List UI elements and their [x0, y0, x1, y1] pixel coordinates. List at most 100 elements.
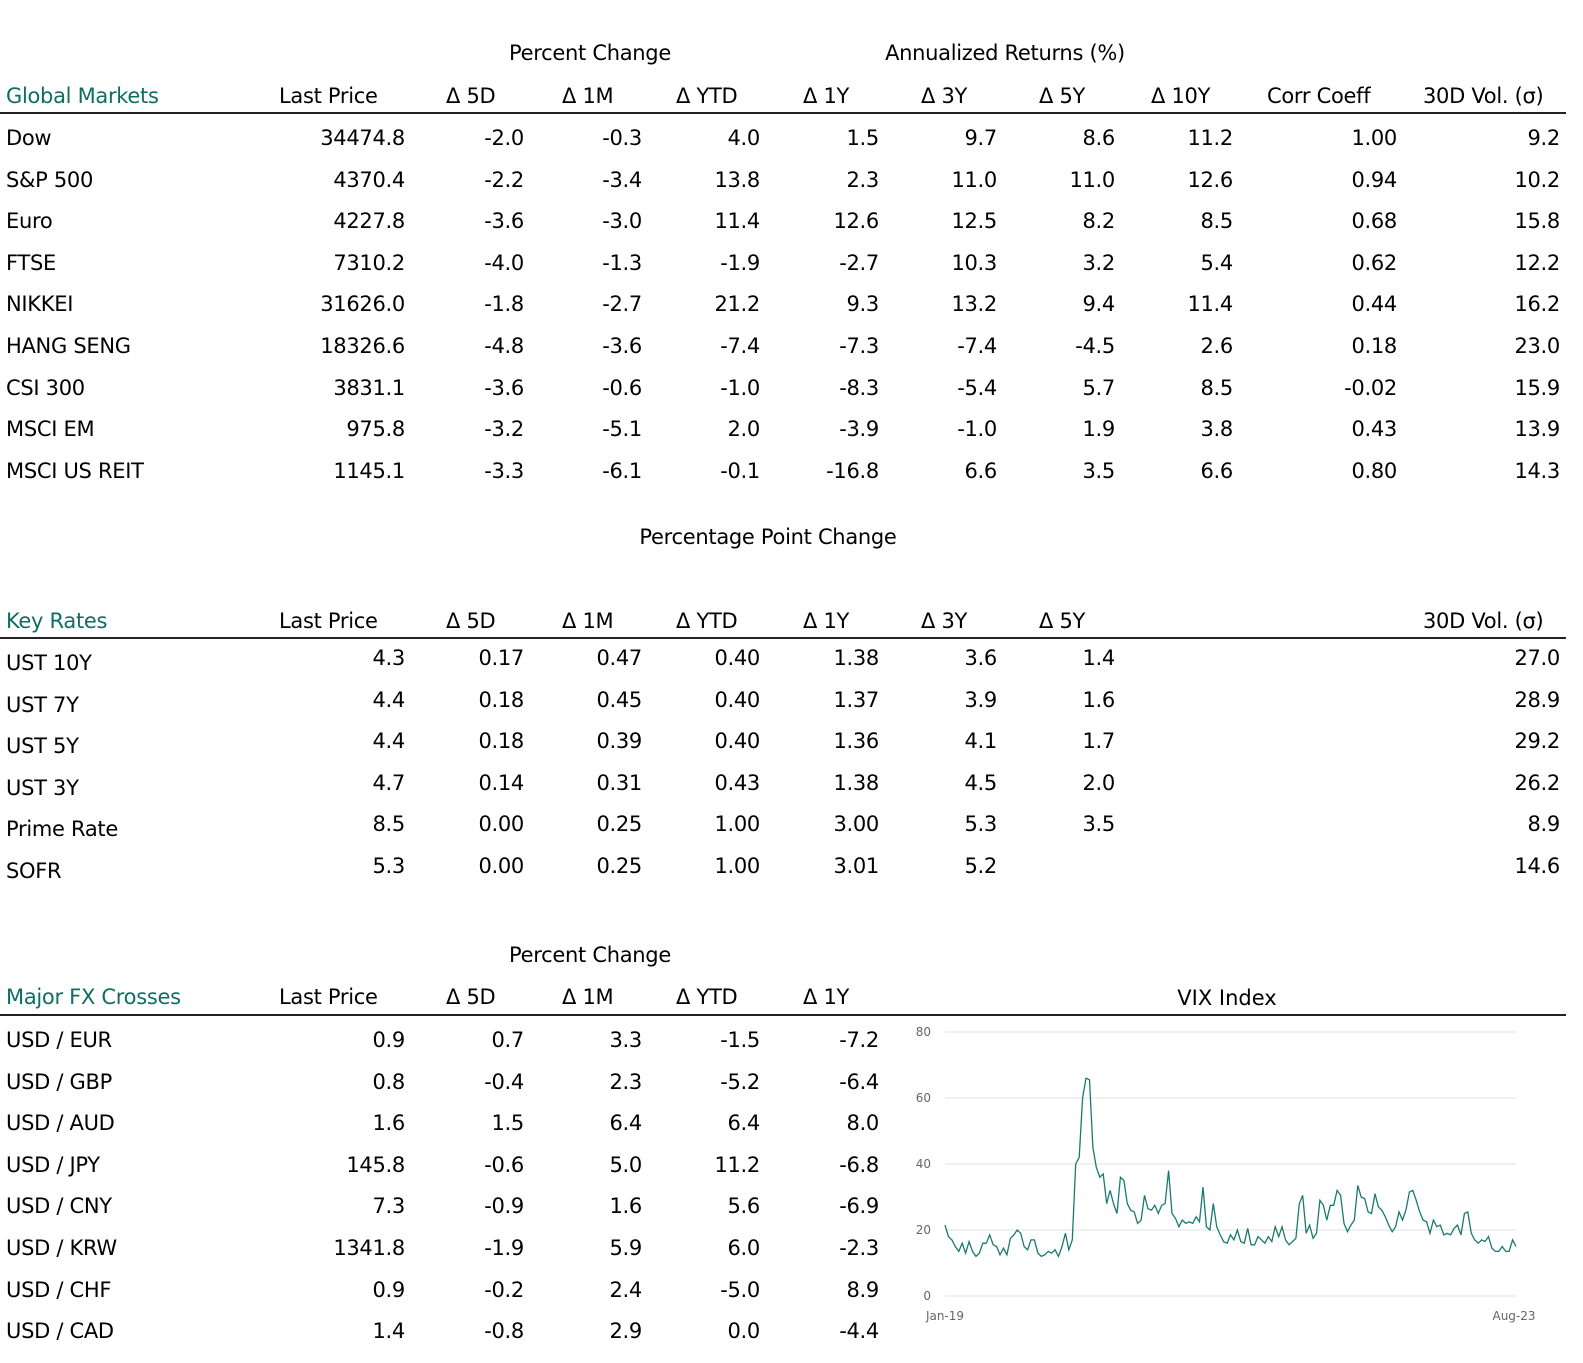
cell-value: 4370.4: [333, 167, 405, 192]
column-header: 30D Vol. (σ): [1423, 84, 1544, 108]
column-header: Δ 1Y: [803, 609, 850, 633]
cell-value: 12.5: [951, 209, 997, 234]
cell-value: 9.3: [846, 292, 880, 317]
cell-value: -2.7: [602, 292, 642, 317]
cell-value: 31626.0: [320, 292, 405, 317]
cell-value: 0.18: [478, 687, 524, 712]
cell-value: 16.2: [1514, 292, 1560, 317]
cell-value: 1.6: [372, 1111, 406, 1136]
row-label: UST 5Y: [6, 734, 79, 759]
y-tick-label: 40: [916, 1157, 931, 1171]
cell-value: 13.9: [1514, 417, 1560, 442]
cell-value: 15.9: [1514, 375, 1560, 400]
cell-value: 5.3: [372, 854, 406, 878]
global_markets-title: Global Markets: [6, 84, 159, 108]
cell-value: -3.0: [602, 209, 642, 234]
cell-value: 5.9: [609, 1236, 643, 1260]
cell-value: 8.0: [846, 1111, 880, 1136]
row-label: USD / GBP: [6, 1069, 112, 1094]
cell-value: -5.2: [720, 1069, 760, 1094]
cell-value: -1.8: [484, 292, 524, 317]
cell-value: 28.9: [1514, 687, 1560, 712]
cell-value: 0.18: [478, 729, 524, 754]
column-header: Δ 5Y: [1039, 609, 1086, 633]
cell-value: 5.6: [727, 1194, 761, 1219]
cell-value: 3.2: [1082, 250, 1116, 275]
cell-value: -1.3: [602, 250, 642, 275]
fx-title: Major FX Crosses: [6, 985, 181, 1009]
cell-value: 7310.2: [333, 250, 405, 275]
column-header: Δ 1M: [562, 84, 614, 108]
cell-value: -0.9: [484, 1194, 524, 1219]
column-header: Δ 3Y: [921, 84, 968, 108]
cell-value: 0.43: [1351, 417, 1397, 442]
cell-value: 8.9: [1527, 812, 1561, 837]
cell-value: 4227.8: [333, 209, 405, 234]
cell-value: 18326.6: [320, 334, 405, 358]
cell-value: 9.4: [1082, 292, 1116, 317]
cell-value: 8.5: [1200, 375, 1234, 400]
cell-value: 0.31: [596, 770, 642, 795]
cell-value: 0.62: [1351, 250, 1397, 275]
x-tick-label: Aug-23: [1492, 1309, 1535, 1323]
cell-value: 8.2: [1082, 209, 1116, 234]
cell-value: 29.2: [1514, 729, 1560, 754]
row-label: FTSE: [6, 250, 56, 275]
row-label: USD / CAD: [6, 1319, 114, 1344]
cell-value: 3.5: [1082, 458, 1116, 483]
cell-value: 3.00: [833, 812, 879, 837]
cell-value: 8.5: [1200, 209, 1234, 234]
cell-value: 11.4: [1187, 292, 1233, 317]
cell-value: 23.0: [1514, 334, 1560, 358]
cell-value: 0.25: [596, 854, 642, 878]
cell-value: -4.4: [839, 1319, 879, 1344]
cell-value: 3.9: [964, 687, 998, 712]
cell-value: 0.40: [714, 646, 760, 670]
y-tick-label: 80: [916, 1025, 931, 1039]
cell-value: 4.7: [372, 770, 406, 795]
cell-value: 4.5: [964, 770, 998, 795]
cell-value: 13.2: [951, 292, 997, 317]
header-rule: [0, 637, 1566, 639]
column-header: Δ YTD: [676, 609, 738, 633]
header-rule: [0, 1014, 1566, 1016]
row-label: HANG SENG: [6, 334, 131, 358]
cell-value: -1.0: [957, 417, 997, 442]
cell-value: 12.6: [1187, 167, 1233, 192]
cell-value: 6.4: [727, 1111, 761, 1136]
cell-value: -6.8: [839, 1152, 879, 1177]
cell-value: 5.7: [1082, 375, 1116, 400]
cell-value: 2.3: [846, 167, 880, 192]
cell-value: 11.2: [1187, 126, 1233, 150]
cell-value: -1.9: [484, 1236, 524, 1260]
cell-value: -0.2: [484, 1277, 524, 1302]
cell-value: -7.3: [839, 334, 879, 358]
cell-value: -2.0: [484, 126, 524, 150]
cell-value: -0.3: [602, 126, 642, 150]
cell-value: 4.4: [372, 729, 406, 754]
cell-value: 12.6: [833, 209, 879, 234]
cell-value: 12.2: [1514, 250, 1560, 275]
cell-value: 1.9: [1082, 417, 1116, 442]
cell-value: 8.9: [846, 1277, 880, 1302]
cell-value: 0.39: [596, 729, 642, 754]
cell-value: 5.2: [964, 854, 998, 878]
cell-value: -0.8: [484, 1319, 524, 1344]
cell-value: -6.9: [839, 1194, 879, 1219]
cell-value: 1.38: [833, 646, 879, 670]
cell-value: 9.2: [1527, 126, 1561, 150]
column-header: Δ 10Y: [1151, 84, 1211, 108]
cell-value: -2.7: [839, 250, 879, 275]
header-rule: [0, 112, 1566, 114]
cell-value: -1.0: [720, 375, 760, 400]
cell-value: 0.40: [714, 729, 760, 754]
cell-value: -0.6: [484, 1152, 524, 1177]
cell-value: 0.00: [478, 812, 524, 837]
column-header: Last Price: [279, 609, 378, 633]
cell-value: -2.2: [484, 167, 524, 192]
column-header: Δ YTD: [676, 84, 738, 108]
cell-value: 0.45: [596, 687, 642, 712]
cell-value: 3831.1: [333, 375, 405, 400]
cell-value: 0.9: [372, 1028, 406, 1052]
cell-value: -3.9: [839, 417, 879, 442]
